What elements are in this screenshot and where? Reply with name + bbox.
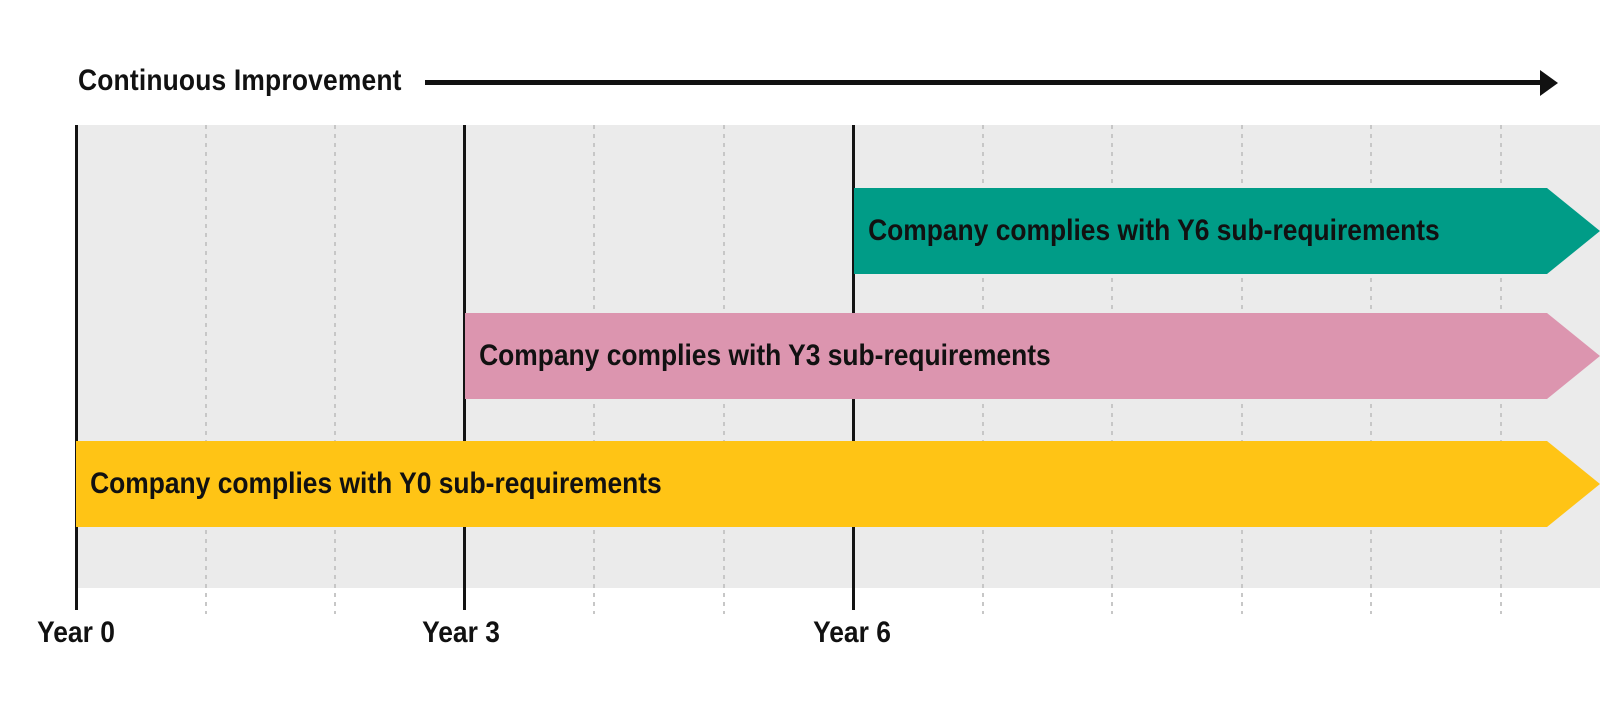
axis-line-year-3	[463, 125, 466, 610]
timeline-bar-y6: Company complies with Y6 sub-requirement…	[854, 188, 1600, 274]
gridline-year-1	[204, 125, 207, 614]
axis-line-year-0	[74, 125, 78, 610]
timeline-bar-y6-label: Company complies with Y6 sub-requirement…	[868, 214, 1440, 247]
tick-label-year-3: Year 3	[422, 616, 500, 649]
page-title: Continuous Improvement	[78, 64, 402, 97]
right-arrow-head-icon	[1540, 70, 1558, 96]
right-arrow-icon	[425, 80, 1542, 85]
gridline-year-2	[334, 125, 336, 614]
timeline-bar-y3: Company complies with Y3 sub-requirement…	[465, 313, 1600, 399]
timeline-bar-y0-label: Company complies with Y0 sub-requirement…	[90, 467, 662, 500]
tick-label-year-6: Year 6	[813, 616, 891, 649]
timeline-bar-y0: Company complies with Y0 sub-requirement…	[76, 441, 1600, 527]
timeline-bar-y3-label: Company complies with Y3 sub-requirement…	[479, 339, 1051, 372]
tick-label-year-0: Year 0	[37, 616, 115, 649]
